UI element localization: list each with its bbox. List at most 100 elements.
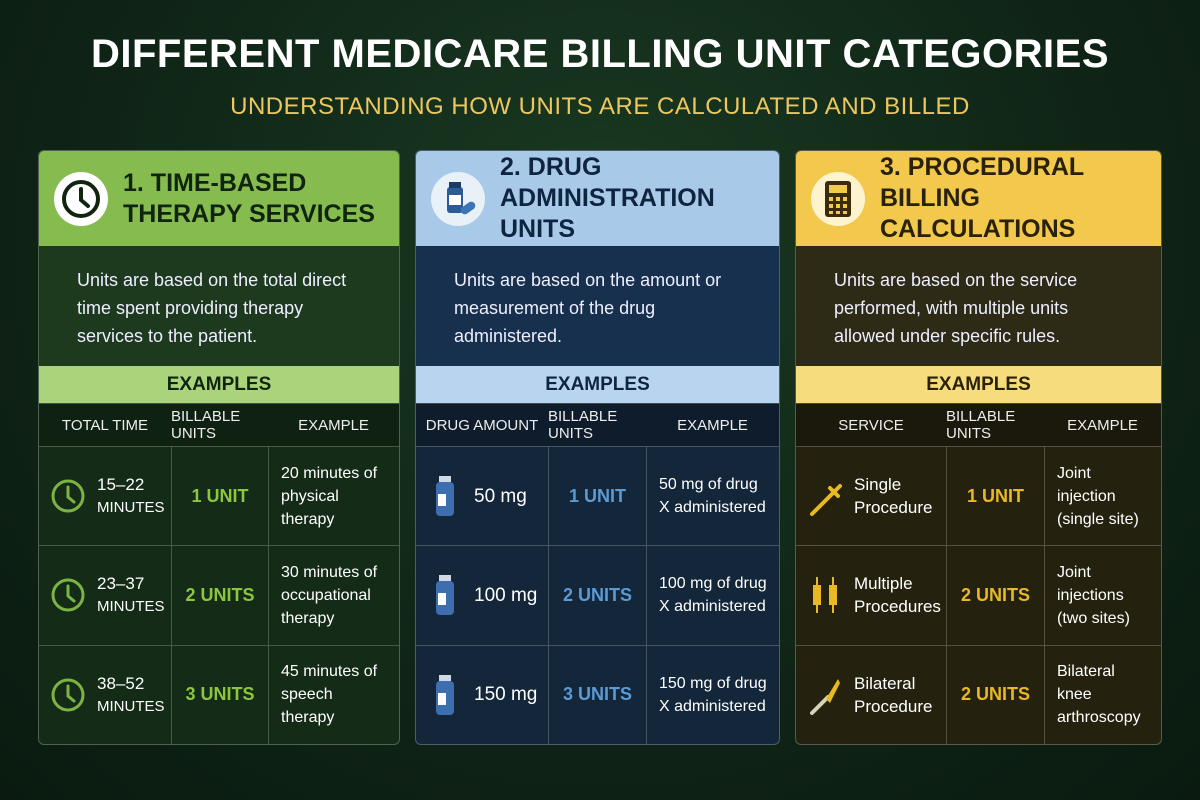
row-item: 15–22 MINUTES	[39, 447, 171, 545]
table-row: 23–37 MINUTES 2 UNITS 30 minutes of occupat…	[39, 545, 399, 645]
billable-units: 2 UNITS	[946, 645, 1044, 744]
title: DIFFERENT MEDICARE BILLING UNIT CATEGORI…	[90, 32, 1110, 76]
item-line: 38–52	[97, 673, 145, 693]
panel: 3. PROCEDURAL BILLING CALCULATIONS Units a…	[795, 150, 1162, 745]
row-icon	[436, 674, 454, 715]
table-row: 100 mg 2 UNITS 100 mg of drug X administer…	[416, 545, 779, 645]
item-line: MINUTES	[97, 697, 165, 715]
column-header: SERVICE BILLABLE UNITS EXAMPLE	[796, 403, 1161, 446]
panel-icon	[431, 171, 485, 226]
item-text: 15–22 MINUTES	[97, 473, 165, 519]
row-icon	[436, 575, 454, 616]
item-line: 150 mg	[474, 684, 538, 706]
column-label: TOTAL TIME	[61, 416, 149, 434]
billable-units: 2 UNITS	[548, 546, 646, 645]
row-icon	[51, 678, 85, 712]
item-line: Procedure	[854, 696, 933, 716]
row-icon	[51, 578, 85, 612]
example-text: 150 mg of drug X administered	[646, 645, 779, 744]
item-text: 50 mg	[474, 485, 527, 508]
item-line: 23–37	[97, 574, 145, 594]
panel-description: Units are based on the total direct time…	[39, 246, 399, 366]
subtitle: UNDERSTANDING HOW UNITS ARE CALCULATED A…	[230, 93, 970, 120]
row-item: Bilateral Procedure	[796, 646, 946, 744]
panel-header: 1. TIME-BASED THERAPY SERVICES	[39, 151, 399, 246]
billable-units: 1 UNIT	[171, 447, 268, 546]
item-line: 50 mg	[474, 485, 527, 507]
example-text: 45 minutes of speech therapy	[268, 645, 399, 744]
panel-title-line: 3. PROCEDURAL	[880, 153, 1085, 181]
item-text: 38–52 MINUTES	[97, 672, 165, 718]
panel: 1. TIME-BASED THERAPY SERVICES Units are b…	[38, 150, 400, 745]
panel-description: Units are based on the amount or measure…	[416, 246, 779, 366]
column-label: DRUG AMOUNT	[425, 416, 539, 434]
table-row: 15–22 MINUTES 1 UNIT 20 minutes of physical…	[39, 446, 399, 546]
column-label: EXAMPLE	[1067, 416, 1138, 434]
item-text: Single Procedure	[854, 473, 932, 519]
example-text: 100 mg of drug X administered	[646, 546, 779, 645]
column-label: EXAMPLE	[677, 416, 748, 434]
example-text: 20 minutes of physical therapy	[268, 447, 399, 546]
examples-label: EXAMPLES	[39, 366, 399, 403]
panel-title: 2. DRUG ADMINISTRATION UNITS	[500, 152, 779, 245]
row-item: 23–37 MINUTES	[39, 546, 171, 644]
panel-header: 2. DRUG ADMINISTRATION UNITS	[416, 151, 779, 246]
panel-title-line: 2. DRUG	[500, 153, 602, 181]
example-text: 50 mg of drug X administered	[646, 447, 779, 546]
row-item: 100 mg	[416, 546, 548, 644]
panel-title: 1. TIME-BASED THERAPY SERVICES	[123, 168, 375, 230]
billable-units: 3 UNITS	[548, 645, 646, 744]
item-text: 23–37 MINUTES	[97, 572, 165, 618]
row-icon	[813, 577, 837, 614]
examples-label: EXAMPLES	[416, 366, 779, 403]
billable-units: 2 UNITS	[171, 546, 268, 645]
column-label: BILLABLE UNITS	[946, 408, 1016, 442]
billable-units: 3 UNITS	[171, 645, 268, 744]
column-label: EXAMPLE	[298, 416, 369, 434]
panel-title: 3. PROCEDURAL BILLING CALCULATIONS	[880, 152, 1161, 245]
table-row: 50 mg 1 UNIT 50 mg of drug X administered	[416, 446, 779, 546]
panel-title-line: BILLING CALCULATIONS	[880, 184, 1076, 243]
item-line: Single	[854, 475, 902, 495]
column-header: TOTAL TIME BILLABLE UNITS EXAMPLE	[39, 403, 399, 446]
example-text: 30 minutes of occupational therapy	[268, 546, 399, 645]
example-text: Joint injections (two sites)	[1044, 546, 1161, 645]
billable-units: 1 UNIT	[548, 447, 646, 546]
item-line: 100 mg	[474, 584, 538, 606]
table-row: 38–52 MINUTES 3 UNITS 45 minutes of speech …	[39, 644, 399, 744]
row-item: Multiple Procedures	[796, 546, 946, 644]
item-line: MINUTES	[97, 598, 165, 616]
row-item: 38–52 MINUTES	[39, 646, 171, 744]
panel: 2. DRUG ADMINISTRATION UNITS Units are bas…	[415, 150, 780, 745]
panel-title-line: THERAPY SERVICES	[123, 199, 375, 228]
item-line: Bilateral	[854, 673, 916, 693]
item-line: Multiple	[854, 574, 913, 594]
examples-label: EXAMPLES	[796, 366, 1161, 403]
panel-icon	[54, 171, 108, 226]
row-icon	[436, 476, 454, 517]
item-text: 100 mg	[474, 584, 537, 607]
item-line: Procedures	[854, 597, 941, 617]
table-row: 150 mg 3 UNITS 150 mg of drug X administer…	[416, 644, 779, 744]
item-text: Multiple Procedures	[854, 572, 941, 618]
table-row: Single Procedure 1 UNIT Joint injection (si…	[796, 446, 1161, 546]
billable-units: 2 UNITS	[946, 546, 1044, 645]
column-header: DRUG AMOUNT BILLABLE UNITS EXAMPLE	[416, 403, 779, 446]
row-icon	[51, 479, 85, 513]
panel-icon	[811, 171, 865, 226]
row-item: Single Procedure	[796, 447, 946, 545]
panel-title-line: ADMINISTRATION UNITS	[500, 184, 715, 243]
column-label: BILLABLE UNITS	[171, 408, 241, 442]
panel-title-line: 1. TIME-BASED	[123, 168, 307, 197]
item-text: 150 mg	[474, 683, 537, 706]
panel-description: Units are based on the service performed…	[796, 246, 1161, 366]
row-item: 150 mg	[416, 646, 548, 744]
table-row: Multiple Procedures 2 UNITS Joint injection…	[796, 545, 1161, 645]
column-label: BILLABLE UNITS	[548, 408, 618, 442]
item-line: MINUTES	[97, 499, 165, 517]
column-label: SERVICE	[838, 416, 904, 434]
item-line: Procedure	[854, 498, 933, 518]
item-line: 15–22	[97, 475, 145, 495]
row-item: 50 mg	[416, 447, 548, 545]
